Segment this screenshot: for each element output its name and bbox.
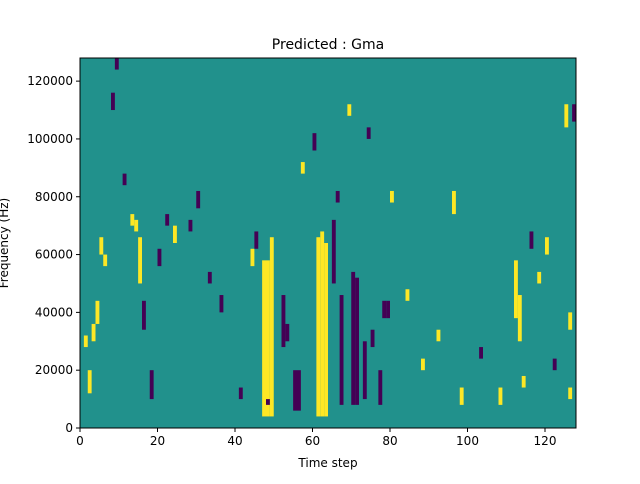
heatmap-cell-47 [347,104,352,116]
heatmap-cell-1 [266,260,270,417]
heatmap-cell-17 [386,300,390,319]
heatmap-cell-13 [339,295,344,405]
heatmap-cell-65 [568,312,573,330]
heatmap-cell-57 [514,260,518,319]
heatmap-cell-64 [564,104,569,128]
y-axis: 0 20000 40000 60000 80000 100000 120000 [27,74,80,435]
x-tick-label: 60 [305,434,320,448]
heatmap-cell-3 [266,399,270,405]
y-tick-label: 80000 [35,190,73,204]
heatmap-cell-32 [142,300,146,330]
heatmap-cell-10 [285,323,290,342]
x-tick-label: 40 [227,434,242,448]
x-tick-label: 80 [382,434,397,448]
heatmap-cell-55 [479,347,483,359]
chart-title: Predicted : Gma [272,37,384,53]
heatmap-cell-21 [87,370,92,394]
heatmap-cell-11 [351,271,356,405]
heatmap-cell-38 [196,190,201,209]
heatmap-cell-59 [521,375,526,388]
x-axis-label: Time step [297,456,357,470]
heatmap-cell-29 [130,214,135,226]
heatmap-cell-49 [390,190,394,203]
heatmap-cell-27 [114,58,119,70]
heatmap-cell-24 [103,254,108,267]
heatmap-cell-58 [517,295,522,342]
heatmap-cell-12 [355,277,359,405]
heatmap-cell-45 [312,133,317,151]
heatmap-cell-56 [498,387,503,405]
heatmap-cell-14 [331,219,336,284]
heatmap-cell-42 [250,248,255,267]
y-tick-label: 100000 [27,132,73,146]
heatmap-cell-33 [149,370,154,400]
heatmap-cell-19 [362,341,367,400]
heatmap-cell-62 [545,237,549,255]
heatmap-cell-15 [378,370,383,405]
x-tick-label: 100 [456,434,479,448]
heatmap-cell-16 [382,300,387,319]
heatmap-cell-26 [111,92,115,111]
heatmap-cell-2 [269,237,274,417]
heatmap-cell-31 [138,237,142,284]
heatmap-cell-5 [320,231,325,417]
heatmap-cell-44 [300,162,305,174]
y-tick-label: 20000 [35,363,73,377]
y-tick-label: 120000 [27,74,73,88]
heatmap-cell-34 [157,248,162,267]
heatmap-cell-0 [262,260,266,417]
heatmap-cell-53 [452,190,456,215]
heatmap-cell-46 [335,190,340,203]
heatmap-cell-9 [281,295,286,348]
heatmap-cell-22 [91,323,96,342]
y-axis-label: Frequency (Hz) [0,198,11,289]
heatmap-cell-39 [207,271,212,284]
heatmap-cell-28 [122,173,127,186]
heatmap-cell-41 [238,387,243,400]
heatmap-cell-20 [83,335,88,348]
heatmap-cell-43 [254,231,259,249]
heatmap-cell-50 [405,289,410,301]
heatmap-cell-6 [324,243,328,417]
heatmap-cell-48 [366,127,371,139]
plot-frame [79,57,577,429]
heatmap-cell-51 [421,358,425,371]
plot-area [80,58,576,428]
heatmap-cell-67 [568,387,573,400]
x-tick-label: 120 [534,434,557,448]
heatmap-cell-37 [188,219,193,232]
x-tick-label: 20 [150,434,165,448]
y-tick-label: 0 [65,421,73,435]
x-tick-label: 0 [76,434,84,448]
heatmap-cell-52 [436,329,441,342]
heatmap-cell-30 [134,219,139,232]
heatmap-cell-18 [370,329,375,348]
heatmap-cell-25 [95,300,100,324]
heatmap-cell-4 [316,237,321,417]
heatmap-cell-7 [293,370,297,411]
heatmap-cell-60 [529,231,534,249]
heatmap-cell-40 [219,295,224,313]
heatmap-cell-63 [552,358,557,371]
heatmap-cell-36 [173,225,177,243]
heatmap-cell-66 [572,104,576,122]
y-tick-label: 40000 [35,305,73,319]
heatmap-cell-35 [165,214,170,226]
heatmap-cell-8 [297,370,301,411]
y-tick-label: 60000 [35,248,73,262]
heatmap-cell-54 [459,387,464,405]
heatmap-cell-23 [99,237,104,255]
heatmap-cell-61 [537,271,542,284]
x-axis: 0 20 40 60 80 100 120 [76,428,556,448]
